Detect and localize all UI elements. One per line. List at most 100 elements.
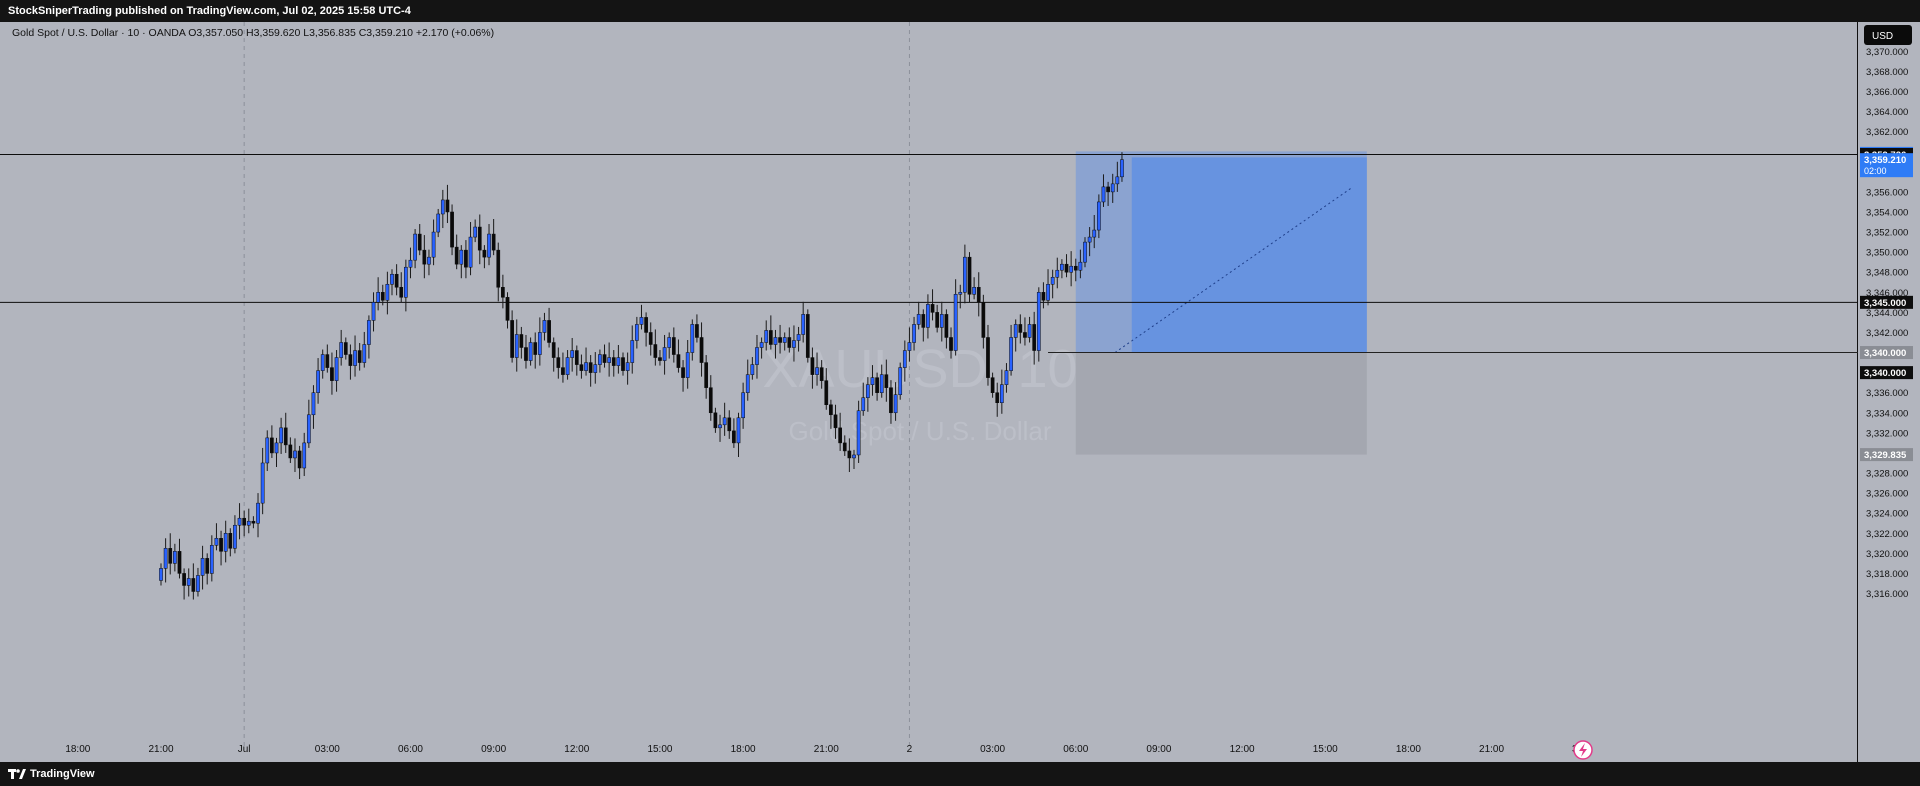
candle	[209, 535, 214, 582]
candle	[288, 437, 293, 463]
candle	[999, 369, 1004, 414]
candle	[219, 530, 223, 566]
candle	[376, 277, 380, 311]
horizontal-lines[interactable]	[0, 153, 1858, 303]
candle-body	[852, 454, 856, 459]
candle	[838, 412, 842, 451]
price-tick-label: 3,322.000	[1866, 529, 1908, 540]
candle	[741, 382, 745, 429]
candle-body	[1078, 261, 1083, 271]
candle	[1073, 258, 1078, 282]
candle-body	[302, 442, 307, 469]
candle	[972, 277, 976, 300]
currency-button[interactable]: USD	[1864, 25, 1912, 45]
candle	[704, 355, 709, 399]
candle	[542, 312, 547, 341]
time-tick-label: 06:00	[1063, 744, 1088, 755]
price-tick-label: 3,336.000	[1866, 388, 1908, 399]
candle-body	[242, 517, 247, 526]
candle	[584, 347, 588, 376]
candle-body	[889, 387, 893, 414]
candle	[1064, 254, 1069, 278]
candle	[921, 309, 926, 342]
price-tick-label: 3,368.000	[1866, 67, 1908, 78]
candle	[450, 204, 454, 256]
candle-body	[1032, 324, 1037, 351]
candle	[653, 329, 658, 366]
session-breaks	[243, 22, 910, 750]
candle-body	[570, 350, 575, 358]
candle-body	[399, 287, 404, 298]
candle-body	[404, 266, 408, 298]
candle	[782, 332, 787, 351]
candle-body	[838, 427, 842, 444]
candle-body	[487, 233, 491, 258]
price-tick-label: 3,354.000	[1866, 207, 1908, 218]
time-tick-label: 15:00	[647, 744, 672, 755]
candle-body	[311, 392, 316, 416]
lightning-icon[interactable]	[1573, 740, 1593, 760]
candle	[588, 355, 593, 387]
price-tick-label: 3,364.000	[1866, 107, 1908, 118]
candlestick-chart[interactable]: XAUUSD, 10 Gold Spot / U.S. Dollar 3,370…	[0, 22, 1920, 762]
candle-body	[209, 545, 214, 574]
candle-body	[408, 259, 413, 268]
price-tick-label: 3,362.000	[1866, 127, 1908, 138]
footer-brand: TradingView	[30, 768, 95, 780]
candle-body	[782, 337, 787, 343]
candle-body	[755, 347, 759, 365]
candle	[635, 316, 639, 349]
price-tag-text: 3,340.000	[1864, 348, 1906, 359]
price-tag-text: 3,359.210	[1864, 155, 1906, 166]
price-tick-label: 3,324.000	[1866, 509, 1908, 520]
candle	[1018, 314, 1023, 344]
candle-body	[847, 450, 852, 459]
candle-body	[773, 337, 778, 345]
candle	[713, 407, 718, 433]
candle-body	[875, 377, 879, 393]
candle-body	[293, 450, 297, 459]
candle	[311, 385, 316, 429]
candle-body	[233, 524, 237, 549]
price-tag-text: 3,345.000	[1864, 298, 1906, 309]
candle	[570, 337, 575, 372]
candle	[579, 354, 584, 379]
candle-body	[842, 442, 847, 452]
time-tick-label: Jul	[238, 744, 251, 755]
candle	[260, 447, 265, 515]
candle-body	[999, 384, 1004, 403]
candle	[847, 438, 852, 473]
stop-loss-zone	[1075, 352, 1367, 455]
candle-body	[648, 332, 653, 345]
candle	[233, 515, 237, 554]
candle-body	[459, 249, 464, 265]
candle	[1027, 316, 1032, 343]
candle	[768, 315, 773, 350]
candle	[265, 430, 270, 472]
candle-body	[353, 350, 357, 366]
candle	[671, 327, 676, 363]
price-axis-panel[interactable]	[1858, 22, 1920, 762]
candle-body	[718, 424, 722, 429]
candle	[205, 553, 210, 585]
time-tick-label: 18:00	[65, 744, 90, 755]
candle	[685, 339, 690, 389]
candle	[394, 264, 399, 296]
long-position-tool[interactable]	[1048, 151, 1858, 455]
candle-body	[1023, 332, 1027, 338]
chart-area[interactable]: XAUUSD, 10 Gold Spot / U.S. Dollar 3,370…	[0, 22, 1920, 762]
candle-body	[879, 374, 884, 393]
price-tick-label: 3,370.000	[1866, 47, 1908, 58]
candle	[417, 224, 422, 256]
candle-body	[1101, 186, 1106, 203]
price-tag-text: 3,329.835	[1864, 450, 1907, 461]
candle	[944, 309, 949, 349]
candle-body	[778, 337, 782, 343]
candle-body	[741, 392, 745, 419]
candle-body	[1027, 324, 1032, 338]
candle	[367, 315, 371, 359]
candle-body	[182, 573, 186, 586]
candle	[528, 337, 533, 366]
publisher-text: StockSniperTrading published on TradingV…	[8, 5, 411, 17]
